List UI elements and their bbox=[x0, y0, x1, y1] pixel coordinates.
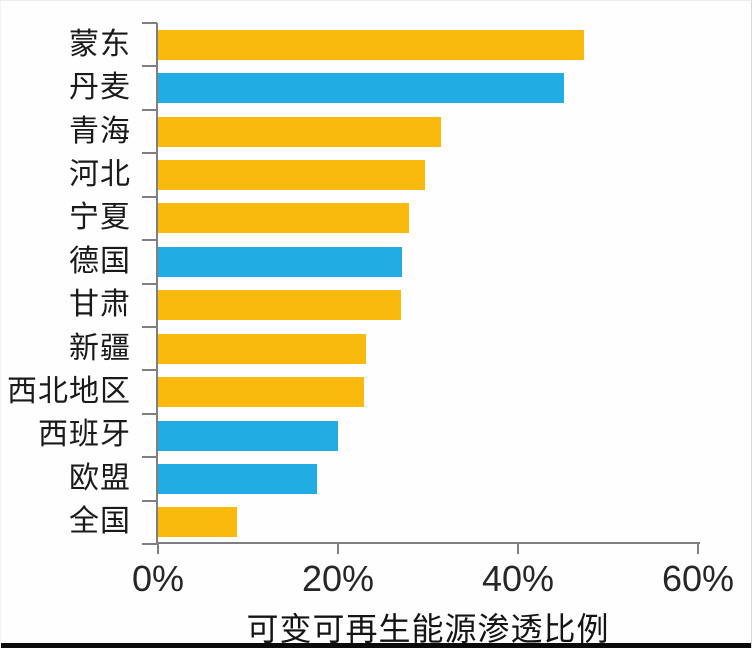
category-label: 新疆 bbox=[69, 330, 131, 366]
x-tick-mark bbox=[517, 544, 519, 554]
x-tick-mark bbox=[337, 544, 339, 554]
category-label: 全国 bbox=[69, 504, 131, 540]
x-axis-line bbox=[156, 542, 700, 544]
category-label: 蒙东 bbox=[69, 26, 131, 62]
y-axis-line bbox=[156, 23, 158, 544]
y-tick-mark bbox=[142, 412, 157, 415]
category-label: 西北地区 bbox=[7, 374, 131, 410]
category-label: 宁夏 bbox=[69, 200, 131, 236]
y-tick-mark bbox=[142, 325, 157, 328]
bar-row bbox=[158, 457, 698, 500]
category-label: 西班牙 bbox=[38, 417, 131, 453]
bar-河北 bbox=[158, 159, 426, 190]
bar-row bbox=[158, 153, 698, 196]
y-tick-mark bbox=[142, 195, 157, 198]
bar-row bbox=[158, 327, 698, 370]
y-tick-mark bbox=[142, 108, 157, 111]
y-tick-mark bbox=[142, 282, 157, 285]
y-tick-mark bbox=[142, 456, 157, 459]
y-tick-mark bbox=[142, 543, 157, 545]
category-label: 青海 bbox=[69, 113, 131, 149]
bar-青海 bbox=[158, 116, 441, 147]
bar-丹麦 bbox=[158, 73, 564, 104]
bar-甘肃 bbox=[158, 290, 401, 321]
bar-row bbox=[158, 110, 698, 153]
y-tick-mark bbox=[142, 65, 157, 68]
plot-area bbox=[158, 23, 698, 544]
bar-德国 bbox=[158, 246, 402, 277]
x-tick-label: 20% bbox=[301, 558, 375, 599]
bar-row bbox=[158, 414, 698, 457]
bar-row bbox=[158, 23, 698, 66]
category-label: 丹麦 bbox=[69, 70, 131, 106]
bar-row bbox=[158, 501, 698, 544]
y-tick-mark bbox=[142, 152, 157, 155]
bar-row bbox=[158, 66, 698, 109]
bar-全国 bbox=[158, 507, 238, 538]
bottom-border-line bbox=[1, 643, 751, 648]
bar-宁夏 bbox=[158, 203, 410, 234]
x-tick-mark bbox=[697, 544, 699, 554]
bar-西北地区 bbox=[158, 377, 365, 408]
category-label: 德国 bbox=[69, 243, 131, 279]
x-axis-title: 可变可再生能源渗透比例 bbox=[246, 610, 610, 648]
category-label: 欧盟 bbox=[69, 460, 131, 496]
bar-欧盟 bbox=[158, 463, 318, 494]
bar-蒙东 bbox=[158, 29, 584, 60]
y-tick-mark bbox=[142, 239, 157, 242]
bar-row bbox=[158, 197, 698, 240]
category-label: 河北 bbox=[69, 156, 131, 192]
category-label: 甘肃 bbox=[69, 287, 131, 323]
y-tick-mark bbox=[142, 22, 157, 24]
bar-row bbox=[158, 370, 698, 413]
bar-row bbox=[158, 240, 698, 283]
x-tick-label: 60% bbox=[661, 558, 735, 599]
y-tick-mark bbox=[142, 499, 157, 502]
x-tick-label: 0% bbox=[131, 558, 185, 599]
bar-西班牙 bbox=[158, 420, 338, 451]
bar-新疆 bbox=[158, 333, 366, 364]
y-tick-mark bbox=[142, 369, 157, 372]
bar-row bbox=[158, 284, 698, 327]
x-tick-mark bbox=[157, 544, 159, 554]
x-tick-label: 40% bbox=[481, 558, 555, 599]
